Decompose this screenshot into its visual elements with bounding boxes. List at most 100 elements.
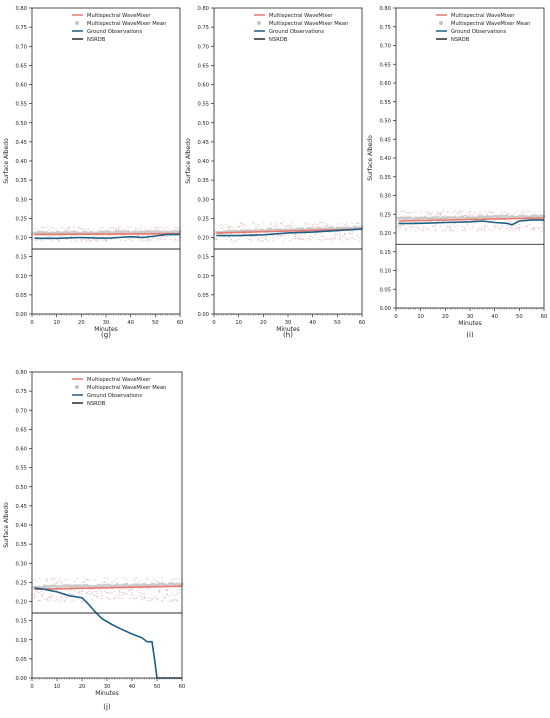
mean-marker [470,216,475,220]
legend-label: Ground Observations [87,29,142,35]
mean-marker [160,582,164,586]
wavemixer-line [34,232,181,236]
x-tick-label: 40 [129,684,136,690]
mean-marker [308,226,312,231]
y-tick-label: 0.15 [379,250,391,256]
y-tick-label: 0.45 [197,140,209,146]
x-tick-label: 20 [260,320,267,326]
mean-marker [490,215,494,219]
mean-marker [95,584,99,588]
mean-marker [451,216,455,220]
y-tick-label: 0.10 [15,274,27,280]
legend: Multispectral WaveMixer Multispectral Wav… [254,13,348,43]
x-tick-label: 60 [177,320,184,326]
y-tick-label: 0.50 [15,485,27,491]
x-tick-label: 10 [54,684,61,690]
mean-marker [37,230,42,234]
mean-markers [32,229,182,236]
mean-marker [426,216,430,221]
mean-marker [140,583,144,587]
mean-marker [134,230,138,234]
y-tick-label: 0.80 [379,6,391,12]
ensemble-scatter [31,577,183,602]
y-tick-label: 0.20 [379,231,391,237]
mean-marker [453,215,457,219]
y-tick-label: 0.40 [15,523,27,529]
mean-marker [431,216,435,220]
mean-marker [142,582,147,587]
mean-marker [530,214,534,218]
mean-marker [42,584,47,589]
mean-marker [145,583,149,587]
y-tick-label: 0.55 [15,102,27,108]
x-tick-label: 60 [359,320,366,326]
mean-marker [132,583,137,587]
mean-marker [436,215,440,219]
mean-marker [72,584,77,588]
x-tick-label: 20 [442,314,449,320]
x-tick-label: 50 [152,320,159,326]
mean-marker [340,226,344,230]
ground-observations-line [216,228,363,237]
y-tick-label: 0.65 [197,63,209,69]
mean-marker [475,216,479,220]
x-tick-label: 50 [154,684,161,690]
mean-marker [510,214,514,219]
axes-frame [395,7,545,309]
mean-marker [353,225,357,229]
legend-label: Multispectral WaveMixer [87,377,151,383]
axes-frame [213,7,363,315]
axes-frame [31,7,181,315]
legend-label: Multispectral WaveMixer Mean [269,21,348,27]
mean-marker [500,214,504,218]
x-tick-label: 60 [541,314,548,320]
mean-marker [498,215,502,219]
mean-marker [67,584,72,588]
y-tick-label: 0.15 [197,255,209,261]
mean-marker [130,583,134,588]
mean-marker [72,230,76,234]
y-tick-label: 0.60 [197,83,209,89]
mean-marker [153,230,157,234]
mean-marker [433,216,438,220]
chart-panel: 0.00 0.05 0.10 0.15 0.20 0.25 0.30 0.35 0.40 0.45… [3,370,185,711]
mean-marker [135,583,139,587]
legend-label: Multispectral WaveMixer [269,13,333,19]
mean-marker [150,582,154,587]
mean-marker [62,584,67,588]
mean-marker [443,216,447,220]
y-tick-label: 0.45 [15,140,27,146]
mean-marker [296,227,300,231]
mean-marker [55,585,59,589]
y-tick-label: 0.70 [197,44,209,50]
y-tick-label: 0.10 [197,274,209,280]
x-tick-label: 10 [417,314,424,320]
legend: Multispectral WaveMixer Multispectral Wav… [72,377,166,407]
x-tick-label: 0 [394,314,397,320]
mean-marker [115,583,119,587]
legend-label: Multispectral WaveMixer [451,13,515,19]
mean-marker [424,216,428,220]
mean-marker [493,214,497,218]
mean-marker [114,230,118,234]
x-axis-label: Minutes [95,690,119,697]
y-tick-label: 0.25 [15,216,27,222]
mean-marker [148,230,152,234]
chart-panel: 0.00 0.05 0.10 0.15 0.20 0.25 0.30 0.35 0.40 0.45… [3,6,183,339]
y-axis-label: Surface Albedo [3,502,10,548]
mean-marker [269,228,273,232]
mean-marker [535,214,539,218]
mean-marker [89,230,93,234]
mean-marker [328,226,332,230]
mean-marker [401,216,405,221]
mean-marker [175,230,180,234]
y-tick-label: 0.50 [15,121,27,127]
y-tick-label: 0.00 [15,676,27,682]
y-tick-label: 0.05 [15,657,27,663]
panel-label: (j) [103,703,111,711]
y-tick-label: 0.30 [15,561,27,567]
mean-marker [42,231,46,235]
wavemixer-line [34,585,183,591]
legend-label: NSRDB [451,37,470,43]
x-tick-label: 30 [103,320,110,326]
